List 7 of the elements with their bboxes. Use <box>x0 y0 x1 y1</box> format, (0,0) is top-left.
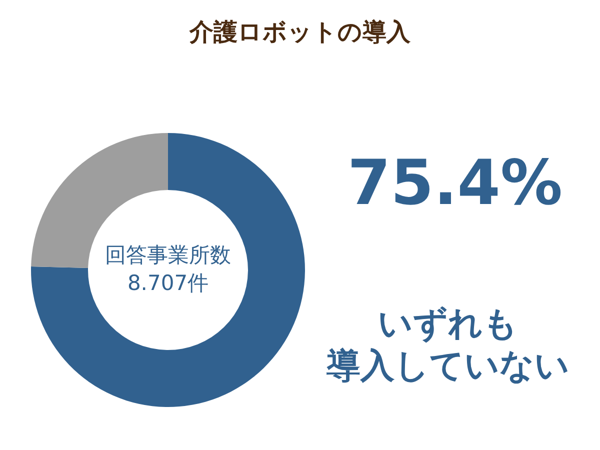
text: 回答事業所数 <box>105 243 231 267</box>
chart-title: 介護ロボットの導入 <box>188 18 412 46</box>
data-label: 75.4% <box>347 146 563 219</box>
slice-label: いずれも導入していない <box>326 304 570 386</box>
donut-slice <box>31 133 305 407</box>
donut-slice <box>31 133 168 268</box>
text: 8.707件 <box>127 271 209 295</box>
